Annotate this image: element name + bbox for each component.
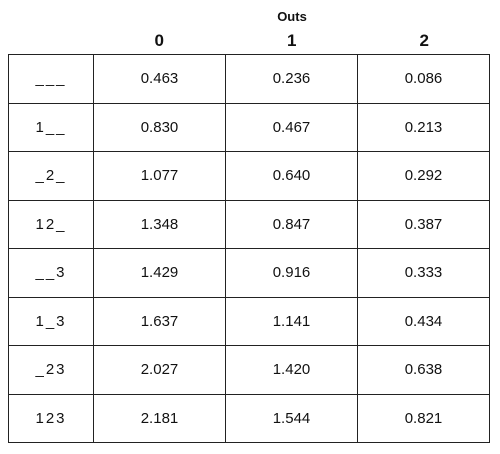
row-label: 123: [8, 393, 94, 443]
table-cell: 0.213: [357, 102, 490, 152]
table-cell: 0.086: [357, 54, 490, 104]
table-row: __3 1.429 0.916 0.333: [8, 248, 490, 298]
table-row: 123 2.181 1.544 0.821: [8, 393, 490, 443]
table-cell: 0.236: [225, 54, 358, 104]
table-cell: 0.640: [225, 151, 358, 201]
table-row: _2_ 1.077 0.640 0.292: [8, 151, 490, 201]
row-label: 1_3: [8, 296, 94, 346]
table-cell: 0.292: [357, 151, 490, 201]
table-cell: 0.463: [93, 54, 226, 104]
table-cell: 0.387: [357, 199, 490, 249]
row-label: _2_: [8, 151, 94, 201]
table-cell: 0.821: [357, 393, 490, 443]
table-cell: 0.830: [93, 102, 226, 152]
column-header: 2: [419, 31, 429, 50]
table-cell: 0.467: [225, 102, 358, 152]
table-row: _23 2.027 1.420 0.638: [8, 345, 490, 395]
table-body: ___ 0.463 0.236 0.086 1__ 0.830 0.467 0.213 _2_ 1…: [8, 54, 490, 443]
row-label: _23: [8, 345, 94, 395]
row-label: __3: [8, 248, 94, 298]
table-cell: 2.181: [93, 393, 226, 443]
column-header: 1: [287, 31, 297, 50]
row-label: ___: [8, 54, 94, 104]
table-cell: 0.916: [225, 248, 358, 298]
table-cell: 1.420: [225, 345, 358, 395]
row-label: 1__: [8, 102, 94, 152]
table-cell: 0.638: [357, 345, 490, 395]
table-cell: 1.544: [225, 393, 358, 443]
table-row: 12_ 1.348 0.847 0.387: [8, 199, 490, 249]
column-header: 0: [154, 31, 164, 50]
column-headers: 0 1 2: [93, 31, 491, 51]
table-cell: 1.637: [93, 296, 226, 346]
table-cell: 1.141: [225, 296, 358, 346]
table-row: 1__ 0.830 0.467 0.213: [8, 102, 490, 152]
table-cell: 0.434: [357, 296, 490, 346]
table-cell: 1.348: [93, 199, 226, 249]
table-cell: 0.333: [357, 248, 490, 298]
header-title: Outs: [277, 9, 307, 24]
table-row: ___ 0.463 0.236 0.086: [8, 54, 490, 104]
table-cell: 1.429: [93, 248, 226, 298]
row-label: 12_: [8, 199, 94, 249]
table-cell: 2.027: [93, 345, 226, 395]
table-cell: 1.077: [93, 151, 226, 201]
table: ___ 0.463 0.236 0.086 1__ 0.830 0.467 0.213 _2_ 1…: [8, 54, 490, 443]
table-row: 1_3 1.637 1.141 0.434: [8, 296, 490, 346]
table-cell: 0.847: [225, 199, 358, 249]
